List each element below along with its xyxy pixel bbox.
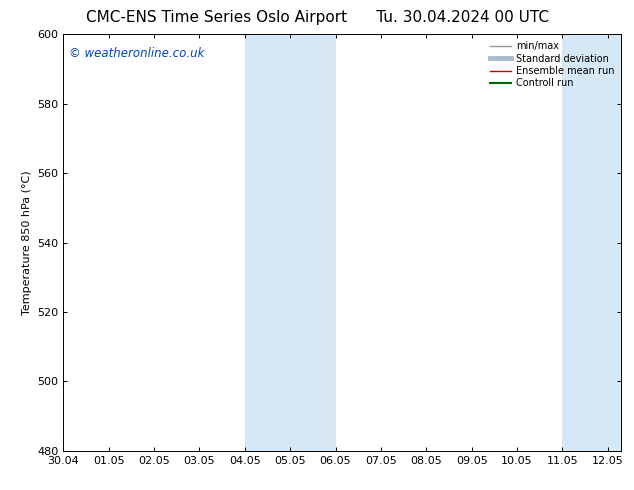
Text: CMC-ENS Time Series Oslo Airport      Tu. 30.04.2024 00 UTC: CMC-ENS Time Series Oslo Airport Tu. 30.… (86, 10, 548, 25)
Y-axis label: Temperature 850 hPa (°C): Temperature 850 hPa (°C) (22, 170, 32, 315)
Bar (245, 34, 335, 451)
Bar (562, 34, 621, 451)
Legend: min/max, Standard deviation, Ensemble mean run, Controll run: min/max, Standard deviation, Ensemble me… (488, 39, 616, 90)
Text: © weatheronline.co.uk: © weatheronline.co.uk (69, 47, 204, 60)
